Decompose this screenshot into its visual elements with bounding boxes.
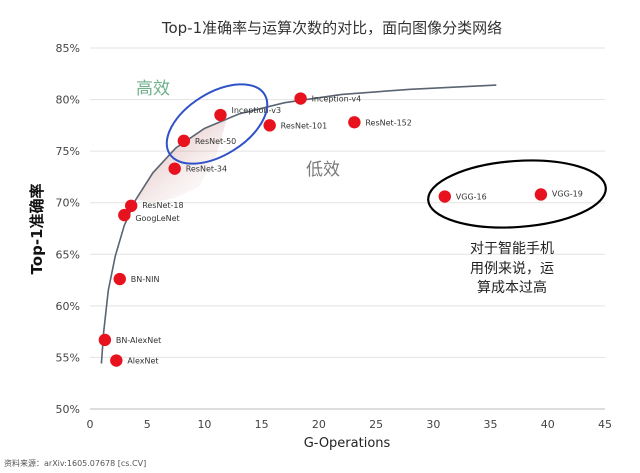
data-point-resnet-34	[168, 162, 181, 175]
x-tick-label: 35	[484, 418, 498, 431]
data-label-bn-alexnet: BN-AlexNet	[116, 336, 161, 345]
data-point-resnet-18	[125, 199, 138, 213]
data-point-googlenet	[118, 208, 131, 222]
data-point-resnet-101	[263, 119, 276, 132]
data-point-bn-alexnet	[98, 333, 112, 347]
data-points: AlexNet BN-AlexNet BN-NIN GoogLeNet ResNet-1…	[98, 92, 583, 367]
y-tick-label: 55%	[56, 351, 80, 364]
x-tick-label: 40	[541, 418, 555, 431]
data-point-vgg-16	[438, 190, 451, 203]
data-point-resnet-152	[348, 116, 361, 129]
data-point-vgg-19	[534, 188, 548, 201]
note-line-2: 用例来说，运	[470, 261, 554, 277]
data-label-inception-v4: Inception-v4	[312, 95, 362, 104]
chart-title: Top-1准确率与运算次数的对比，面向图像分类网络	[161, 19, 502, 37]
high-efficiency-label: 高效	[136, 79, 170, 99]
data-label-inception-v3: Inception-v3	[231, 106, 281, 115]
data-point-inception-v3	[214, 108, 227, 122]
data-label-vgg-19: VGG-19	[552, 189, 583, 198]
x-tick-label: 15	[255, 418, 269, 431]
x-tick-label: 10	[197, 418, 211, 431]
x-tick-label: 0	[87, 418, 94, 431]
note-line-1: 对于智能手机	[470, 241, 554, 257]
y-tick-label: 85%	[56, 42, 80, 55]
y-tick-label: 50%	[56, 403, 80, 416]
data-label-googlenet: GoogLeNet	[135, 214, 179, 223]
data-label-resnet-18: ResNet-18	[142, 201, 183, 210]
x-tick-labels: 0 5 10 15 20 25 30 35 40 45	[87, 418, 613, 431]
note-line-3: 算成本过高	[477, 279, 547, 296]
x-tick-label: 5	[144, 418, 151, 431]
data-label-alexnet: AlexNet	[127, 357, 158, 366]
x-tick-label: 45	[598, 418, 612, 431]
x-tick-label: 30	[426, 418, 440, 431]
trend-curve	[100, 84, 497, 364]
y-axis-title: Top-1准确率	[28, 184, 46, 275]
x-axis-title: G-Operations	[304, 436, 391, 451]
source-note: 资料来源：arXiv:1605.07678 [cs.CV]	[4, 458, 146, 468]
y-tick-label: 65%	[56, 248, 80, 261]
data-label-resnet-50: ResNet-50	[195, 137, 236, 146]
data-point-resnet-50	[177, 134, 191, 148]
data-point-inception-v4	[294, 92, 307, 105]
data-label-resnet-101: ResNet-101	[281, 121, 328, 130]
y-tick-labels: 50% 55% 60% 65% 70% 75% 80% 85%	[56, 42, 80, 416]
data-point-alexnet	[110, 354, 123, 367]
low-efficiency-label: 低效	[306, 160, 340, 180]
data-label-vgg-16: VGG-16	[456, 193, 487, 202]
high-efficiency-ellipse	[165, 83, 269, 165]
data-point-bn-nin	[113, 272, 126, 286]
x-tick-label: 20	[312, 418, 326, 431]
y-tick-label: 60%	[56, 300, 80, 313]
shade-region	[135, 114, 239, 203]
data-label-resnet-152: ResNet-152	[365, 118, 412, 127]
efficiency-shade	[135, 114, 239, 203]
data-label-resnet-34: ResNet-34	[186, 165, 227, 174]
y-tick-label: 80%	[56, 94, 80, 107]
x-tick-label: 25	[369, 418, 383, 431]
y-tick-label: 70%	[56, 197, 80, 210]
data-label-bn-nin: BN-NIN	[131, 275, 160, 284]
low-efficiency-ellipse	[427, 159, 607, 229]
y-tick-label: 75%	[56, 145, 80, 158]
